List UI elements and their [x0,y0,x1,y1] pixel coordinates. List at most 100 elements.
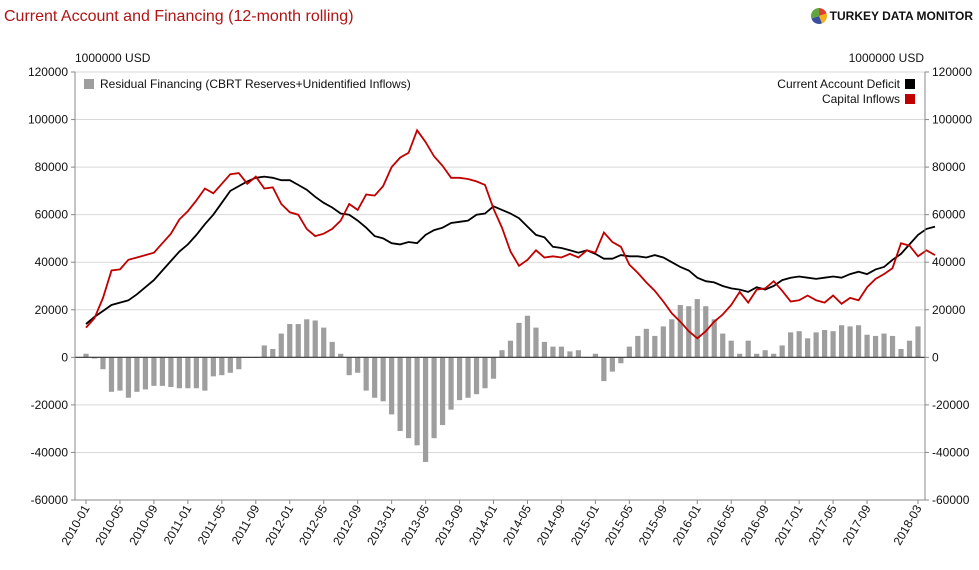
x-tick-label: 2017-09 [840,502,874,547]
legend-left: Residual Financing (CBRT Reserves+Uniden… [84,77,411,91]
residual-bar [516,322,522,358]
residual-bar [601,357,607,382]
y-tick-label-left: 60000 [35,208,69,222]
legend-right: Current Account Deficit Capital Inflows [777,77,915,106]
y-unit-right: 1000000 USD [849,51,925,65]
legend-swatch-cad [905,79,915,89]
residual-bar [363,357,369,391]
residual-bar [465,357,471,398]
residual-bar [813,332,819,358]
residual-bar [125,357,132,398]
capital-inflows-line [85,128,936,340]
residual-bar [830,331,836,358]
legend-label-cad: Current Account Deficit [777,77,900,91]
brand-name: TURKEY DATA MONITOR [829,9,973,23]
x-tick-label: 2011-01 [161,502,195,547]
y-axis-right: -60000 -40000 -20000 0 20000 40000 60000 80000 1… [924,65,972,507]
residual-bar [855,325,862,358]
y-tick-label-right: 60000 [932,208,966,222]
residual-bar [100,357,106,370]
residual-bar [185,357,191,389]
x-tick-label: 2010-09 [126,502,160,547]
current-account-deficit-line [85,175,936,325]
x-tick-label: 2010-01 [58,502,92,547]
residual-bar [278,333,284,358]
y-tick-label-left: -40000 [31,445,69,459]
residual-bar [338,353,344,358]
y-tick-label-right: -60000 [932,493,970,507]
residual-bar [295,324,301,358]
x-tick-label: 2018-03 [890,502,924,547]
x-tick-label: 2012-01 [262,502,296,547]
residual-bar [915,326,921,358]
x-tick-label: 2015-01 [568,502,602,547]
x-tick-label: 2014-01 [466,502,500,547]
x-tick-label: 2015-05 [602,502,636,547]
y-tick-label-right: -40000 [932,445,970,459]
residual-bar [159,357,166,386]
x-tick-label: 2017-01 [772,502,806,547]
y-axis-left: -60000 -40000 -20000 0 20000 40000 60000 80000 1… [28,65,76,507]
residual-bar [669,319,675,358]
residual-bar [524,315,531,358]
x-tick-label: 2014-09 [534,502,568,547]
residual-bar [847,326,853,358]
pie-logo-icon [810,8,827,24]
residual-bar [210,357,216,377]
x-tick-label: 2016-09 [738,502,772,547]
y-tick-label-right: 120000 [932,65,972,79]
residual-bar [261,345,267,358]
residual-bar [609,357,615,372]
residual-bar [108,357,115,392]
residual-bar [439,357,446,426]
residual-bar [889,335,896,358]
residual-bar [490,357,497,379]
residual-bar [822,329,828,358]
chart-title: Current Account and Financing (12-month … [4,8,354,25]
y-unit-left: 1000000 USD [75,51,151,65]
residual-bar [448,357,454,410]
residual-bar [660,326,666,358]
x-tick-label: 2012-05 [296,502,330,547]
y-tick-label-left: 120000 [28,65,68,79]
residual-bar [482,357,488,389]
residual-bar [643,328,649,358]
residual-bar [499,350,505,358]
residual-bar [176,357,182,389]
y-tick-label-right: -20000 [932,398,970,412]
x-tick-label: 2014-05 [500,502,534,547]
residual-bar [380,357,386,402]
residual-bar [805,338,811,358]
residual-bar [202,357,208,391]
brand-logo: TURKEY DATA MONITOR [810,8,973,24]
residual-bar [558,346,565,358]
residual-bar [414,357,420,446]
residual-bar [694,299,700,358]
residual-bar [431,357,437,439]
y-tick-label-left: 80000 [35,160,69,174]
residual-bar [304,319,310,358]
residual-bar [533,327,539,358]
residual-bar [541,341,548,358]
gridlines [75,71,925,501]
legend-label-residual: Residual Financing (CBRT Reserves+Uniden… [100,77,411,91]
residual-bar [550,346,556,358]
y-tick-label-right: 20000 [932,303,966,317]
residual-bar [737,353,743,358]
y-tick-label-left: 40000 [35,255,69,269]
x-tick-label: 2013-09 [432,502,466,547]
residual-bar [507,340,514,358]
residual-bar [117,357,123,391]
residual-bar [864,334,870,358]
legend-swatch-capital-inflows [905,94,915,104]
residual-bar [575,350,582,358]
residual-bar [142,357,149,390]
residual-bar [270,349,276,358]
residual-bar [389,357,395,415]
residual-bar [346,357,352,376]
residual-bar [456,357,463,401]
residual-bar [236,357,242,370]
residual-bar [872,335,879,358]
